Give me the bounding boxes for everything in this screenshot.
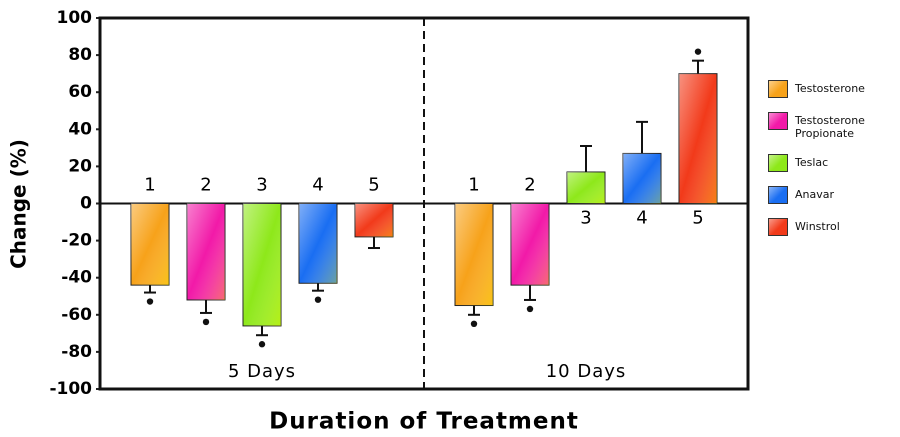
bar-number: 4: [312, 175, 323, 196]
bar-shine: [355, 203, 393, 237]
significance-dot: [694, 48, 702, 55]
legend-item: Teslac: [768, 154, 898, 172]
y-tick-label: 0: [80, 194, 92, 214]
significance-dot: [314, 296, 322, 303]
bar-number: 2: [524, 175, 535, 196]
significance-dot: [526, 305, 534, 313]
legend: Testosterone Testosterone Propionate Tesla…: [768, 80, 898, 250]
bar-number: 5: [368, 175, 379, 196]
legend-swatch: [768, 112, 788, 130]
y-tick-label: -40: [61, 268, 92, 288]
y-tick-label: -60: [61, 305, 92, 325]
bar-shine: [243, 203, 281, 326]
bar-number: 3: [256, 175, 267, 196]
legend-item: Testosterone Propionate: [768, 112, 898, 140]
bar-number: 2: [200, 175, 211, 196]
legend-label: Winstrol: [795, 220, 840, 233]
bar-shine: [299, 203, 337, 284]
y-tick-label: -80: [61, 342, 92, 362]
plot-frame: [98, 16, 750, 391]
y-tick-label: 40: [68, 119, 92, 139]
bar-shine: [567, 171, 605, 204]
y-tick-label: 20: [68, 156, 92, 176]
bar-number: 1: [468, 175, 479, 196]
bar-shine: [511, 203, 549, 286]
y-axis-label: Change (%): [7, 139, 31, 269]
legend-item: Anavar: [768, 186, 898, 204]
bar-shine: [455, 203, 493, 306]
bar-shine: [131, 203, 169, 286]
x-axis-label: Duration of Treatment: [269, 409, 579, 435]
y-tick-label: 80: [68, 45, 92, 65]
bar-number: 5: [692, 208, 703, 229]
significance-dot: [146, 298, 154, 305]
y-tick-label: 100: [57, 8, 93, 28]
significance-dot: [202, 318, 210, 326]
bar-shine: [623, 153, 661, 204]
significance-dot: [258, 341, 266, 348]
legend-swatch: [768, 154, 788, 172]
y-tick-label: -100: [49, 379, 92, 399]
legend-swatch: [768, 218, 788, 236]
legend-swatch: [768, 186, 788, 204]
legend-item: Testosterone: [768, 80, 898, 98]
bar-number: 4: [636, 208, 647, 229]
significance-dot: [470, 320, 478, 327]
legend-label: Testosterone Propionate: [795, 114, 865, 140]
legend-label: Testosterone: [795, 82, 865, 95]
legend-label: Teslac: [795, 156, 829, 169]
group-label: 10 Days: [546, 361, 627, 382]
legend-label: Anavar: [795, 188, 835, 201]
bar-shine: [187, 203, 225, 300]
group-label: 5 Days: [228, 361, 296, 382]
bar-shine: [679, 73, 717, 204]
bar-number: 1: [144, 175, 155, 196]
y-tick-label: 60: [68, 82, 92, 102]
bar-number: 3: [580, 208, 591, 229]
legend-item: Winstrol: [768, 218, 898, 236]
legend-swatch: [768, 80, 788, 98]
y-tick-label: -20: [61, 231, 92, 251]
